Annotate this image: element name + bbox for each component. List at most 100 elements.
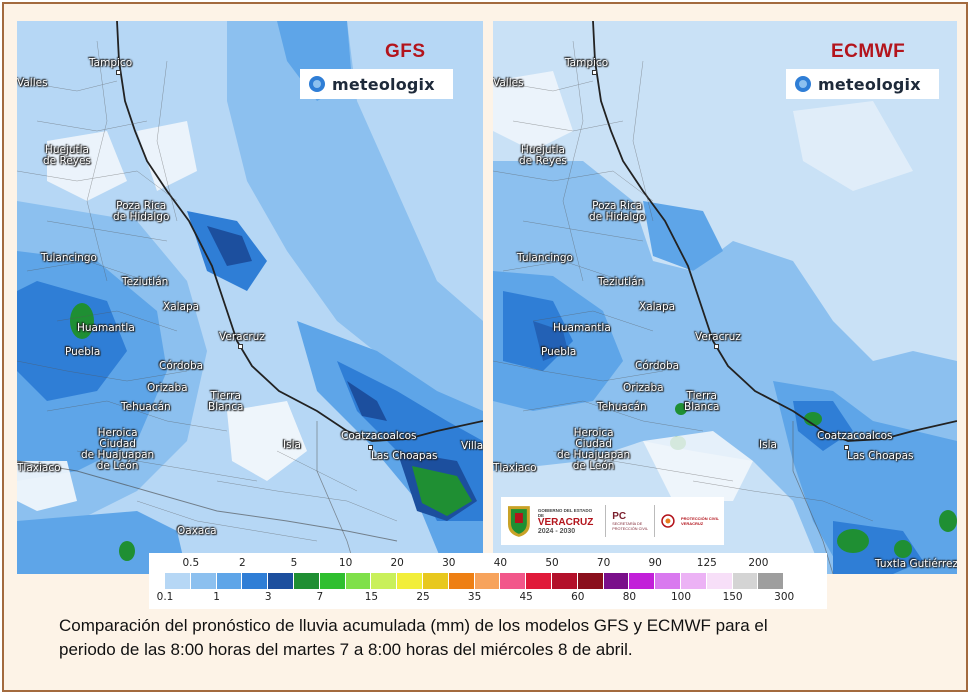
city-label: Córdoba	[635, 360, 680, 372]
legend-swatch	[655, 573, 681, 589]
administration-years: 2024 - 2030	[537, 527, 576, 535]
legend-bottom-label: 150	[722, 591, 743, 603]
pc-subtitle: SECRETARÍA DE PROTECCIÓN CIVIL	[612, 522, 649, 531]
legend-bottom-label: 80	[622, 591, 637, 603]
legend-swatch	[293, 573, 320, 589]
state-government-line: GOBIERNO DEL ESTADO DE	[537, 507, 593, 518]
city-label: Heroica Ciudad de Huajuapan de León	[81, 427, 155, 472]
civil-protection-emblem-icon	[661, 514, 675, 528]
city-label: Huamantla	[77, 322, 135, 334]
legend-swatch	[680, 573, 707, 589]
legend-top-label: 30	[442, 557, 456, 569]
legend-bottom-label: 25	[416, 591, 430, 603]
logo-divider	[605, 505, 607, 537]
meteologix-logo: meteologix	[786, 69, 939, 99]
logo-divider	[654, 505, 656, 537]
legend-top-label: 90	[648, 557, 662, 569]
city-label: Villa	[461, 440, 483, 452]
gfs-rainfall-map	[17, 21, 483, 574]
legend-swatch	[371, 573, 398, 589]
legend-swatch	[577, 573, 604, 589]
city-marker	[116, 70, 121, 75]
legend-swatch	[448, 573, 475, 589]
legend-swatch	[345, 573, 372, 589]
meteologix-logo-text: meteologix	[818, 74, 921, 94]
legend-bottom-label: 1	[213, 591, 220, 603]
legend-bottom-label: 0.1	[156, 591, 174, 603]
legend-bottom-label: 15	[364, 591, 379, 603]
city-label: Teziutlán	[598, 276, 645, 288]
legend-swatch	[706, 573, 733, 589]
city-label: Orizaba	[147, 382, 188, 394]
city-label: Xalapa	[163, 301, 200, 313]
city-label: Tuxtla Gutiérrez	[875, 558, 957, 570]
city-label: Tlaxiaco	[17, 462, 61, 474]
city-label: Teziutlán	[122, 276, 169, 288]
meteologix-logo: meteologix	[300, 69, 453, 99]
legend-bottom-label: 100	[670, 591, 692, 603]
meteologix-logo-icon	[795, 76, 811, 92]
legend-swatch	[165, 573, 191, 589]
city-marker	[714, 344, 719, 349]
legend-top-label: 5	[290, 557, 298, 569]
legend-bottom-label: 60	[571, 591, 585, 603]
legend-bottom-label: 35	[467, 591, 482, 603]
legend-bottom-label: 3	[264, 591, 272, 603]
city-marker	[592, 70, 597, 75]
legend-swatch	[474, 573, 501, 589]
city-label: Huejutla de Reyes	[519, 144, 567, 167]
city-marker	[844, 445, 849, 450]
caption-line-1: Comparación del pronóstico de lluvia acu…	[59, 616, 768, 635]
gfs-map-panel: GFS meteologix Tampico Valles Huejutla d…	[17, 21, 483, 574]
ecmwf-rainfall-map	[493, 21, 957, 574]
city-label: Puebla	[541, 346, 577, 358]
city-label: Tlaxiaco	[493, 462, 537, 474]
legend-swatch	[603, 573, 630, 589]
model-title-gfs: GFS	[385, 41, 426, 62]
legend-top-label: 2	[239, 557, 246, 569]
legend-swatch	[268, 573, 294, 589]
city-label: Heroica Ciudad de Huajuapan de León	[557, 427, 631, 472]
legend-swatch	[216, 573, 243, 589]
legend-top-label: 40	[493, 557, 508, 569]
legend-swatch	[526, 573, 552, 589]
city-label: Xalapa	[639, 301, 676, 313]
state-government-logo: GOBIERNO DEL ESTADO DE VERACRUZ 2024 - 2…	[538, 508, 599, 535]
civil-protection-logo: PC SECRETARÍA DE PROTECCIÓN CIVIL	[612, 511, 648, 531]
figure-caption: Comparación del pronóstico de lluvia acu…	[59, 614, 939, 662]
city-label: Tierra Blanca	[208, 390, 244, 413]
city-label: Coatzacoalcos	[341, 430, 417, 442]
city-label: Coatzacoalcos	[817, 430, 893, 442]
legend-top-label: 50	[545, 557, 559, 569]
city-marker	[368, 445, 373, 450]
legend-swatch	[629, 573, 656, 589]
legend-swatch	[397, 573, 423, 589]
legend-swatch	[242, 573, 269, 589]
city-label: Poza Rica de Hidalgo	[589, 200, 646, 223]
city-label: Tehuacán	[597, 401, 647, 413]
legend-color-bar	[165, 573, 785, 589]
civil-protection-veracruz-text: PROTECCIÓN CIVIL VERACRUZ	[681, 516, 720, 526]
city-label: Orizaba	[623, 382, 664, 394]
legend-swatch	[190, 573, 217, 589]
legend-top-label: 70	[596, 557, 611, 569]
legend-top-label: 20	[390, 557, 404, 569]
city-label: Oaxaca	[177, 525, 217, 537]
state-name: VERACRUZ	[537, 516, 594, 528]
city-label: Puebla	[65, 346, 101, 358]
legend-bottom-labels: 0.1 1 3 7 15 25 35 45 60 80 100 150 300	[149, 591, 827, 605]
city-label: Las Choapas	[847, 450, 914, 462]
city-label: Huejutla de Reyes	[43, 144, 91, 167]
rainfall-color-legend: 0.5 2 5 10 20 30 40 50 70 90 125 200 0.1 1 3 7 15 25 35 45…	[149, 553, 827, 609]
legend-swatch	[422, 573, 449, 589]
legend-top-label: 125	[696, 557, 717, 569]
veracruz-coat-of-arms-icon	[507, 506, 530, 537]
legend-top-label: 0.5	[182, 557, 200, 569]
legend-swatch	[732, 573, 759, 589]
legend-swatch	[551, 573, 578, 589]
pc-title: PC	[612, 511, 627, 522]
legend-bottom-label: 45	[519, 591, 533, 603]
caption-line-2: periodo de las 8:00 horas del martes 7 a…	[59, 640, 633, 659]
meteologix-logo-text: meteologix	[332, 74, 435, 94]
